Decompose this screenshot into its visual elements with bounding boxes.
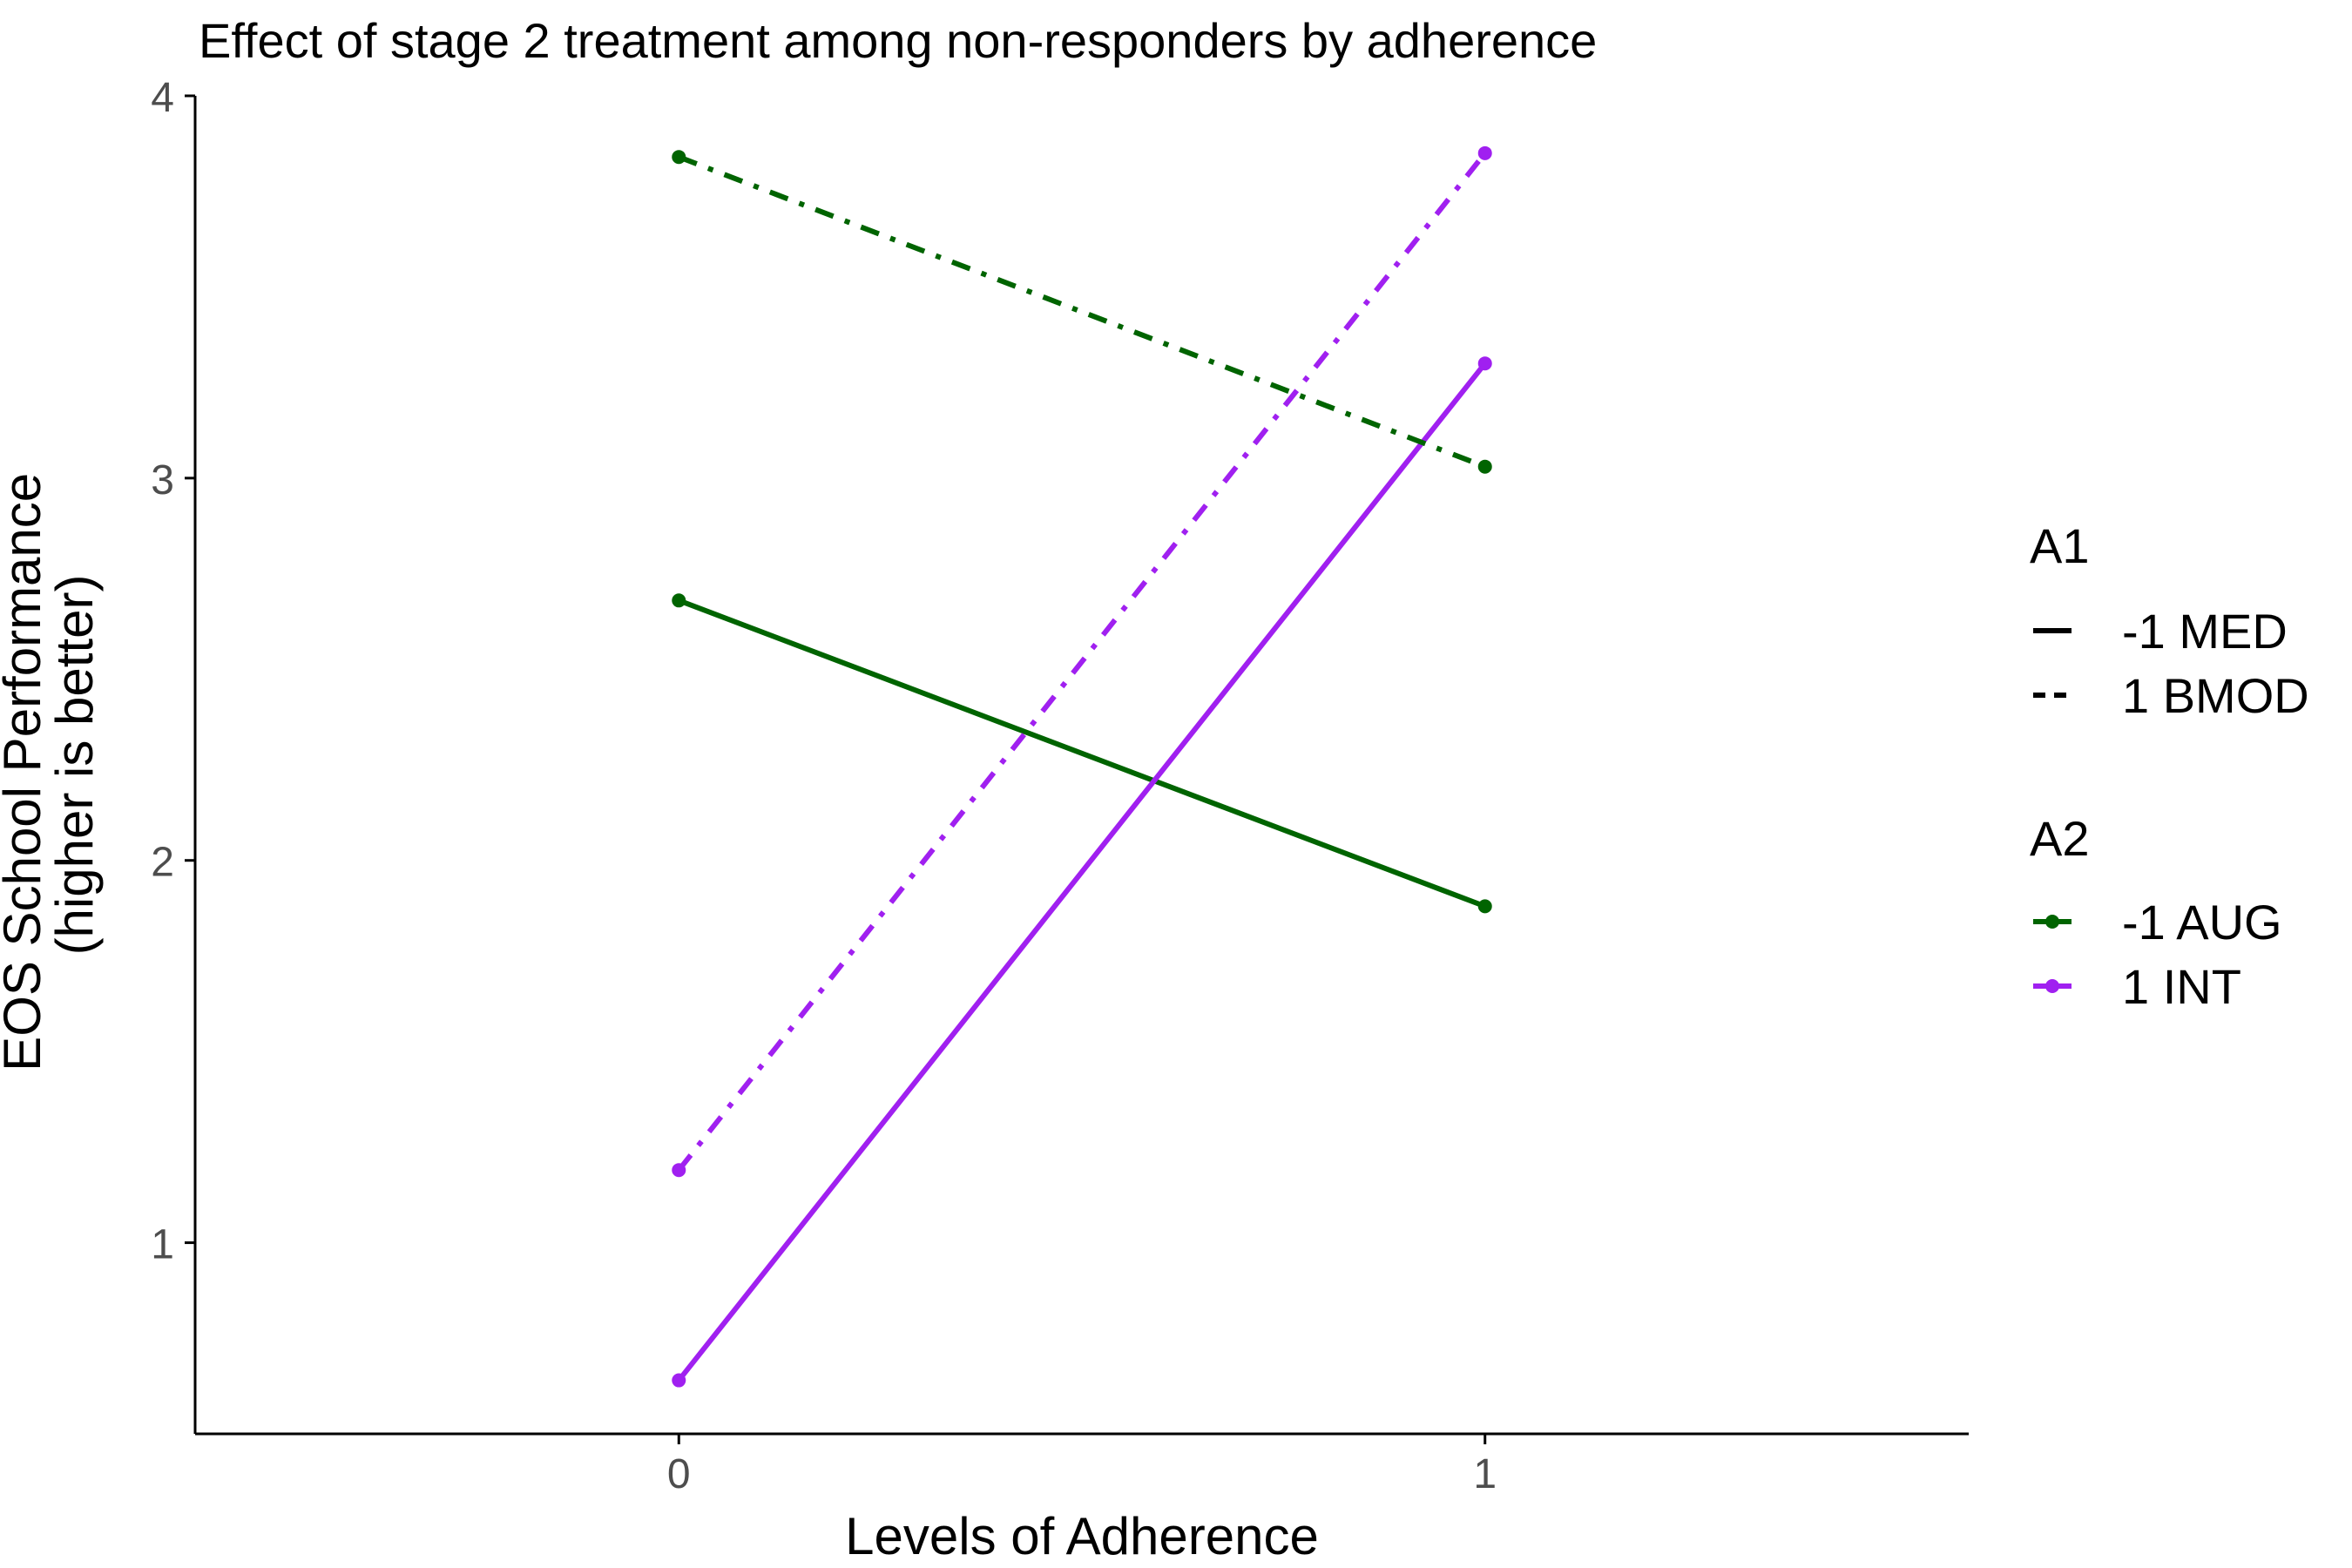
y-tick-label: 1 xyxy=(151,1222,174,1268)
legend-a2-title: A2 xyxy=(2030,811,2090,866)
y-axis-label-line2: (higher is better) xyxy=(45,575,104,956)
x-tick-label: 1 xyxy=(1473,1451,1497,1497)
y-axis-label: EOS School Performance (higher is better… xyxy=(0,458,104,1071)
legend-a1-label-med: -1 MED xyxy=(2122,604,2288,659)
y-tick-label: 2 xyxy=(151,840,174,886)
x-tick-label: 0 xyxy=(667,1451,691,1497)
y-tick-label: 3 xyxy=(151,457,174,504)
plot-lines xyxy=(676,151,1488,1382)
series-line-1-bmod-1-aug xyxy=(678,154,1486,470)
y-tick-label: 4 xyxy=(151,75,174,121)
legend-a2-point-aug xyxy=(2045,915,2059,929)
series-line-1-med-1-int xyxy=(676,362,1488,1382)
data-point-1-bmod-1-aug xyxy=(672,150,686,165)
y-axis-label-line1: EOS School Performance xyxy=(0,473,51,1071)
data-point-1-med-1-aug xyxy=(672,593,686,608)
series-line-1-bmod-1-int xyxy=(676,151,1488,1173)
legend: A1 -1 MED 1 BMOD A2 -1 AUG 1 INT xyxy=(2030,518,2309,1014)
legend-a1-title: A1 xyxy=(2030,518,2090,573)
data-point-1-med-1-int xyxy=(672,1373,686,1388)
data-point-1-med-1-aug xyxy=(1477,899,1492,914)
data-point-1-bmod-1-int xyxy=(1477,145,1492,160)
chart-title: Effect of stage 2 treatment among non-re… xyxy=(199,13,1597,68)
data-point-1-bmod-1-aug xyxy=(1477,459,1492,474)
y-axis-ticks: 1 2 3 4 xyxy=(151,75,195,1268)
plot-points xyxy=(672,145,1492,1388)
legend-a2-label-aug: -1 AUG xyxy=(2122,895,2282,950)
x-axis-label: Levels of Adherence xyxy=(845,1507,1319,1565)
data-point-1-bmod-1-int xyxy=(672,1163,686,1178)
legend-a2-point-int xyxy=(2045,979,2059,993)
legend-a1-label-bmod: 1 BMOD xyxy=(2122,668,2309,723)
data-point-1-med-1-int xyxy=(1477,356,1492,371)
series-line-1-med-1-aug xyxy=(678,598,1486,909)
legend-a2-label-int: 1 INT xyxy=(2122,959,2241,1014)
